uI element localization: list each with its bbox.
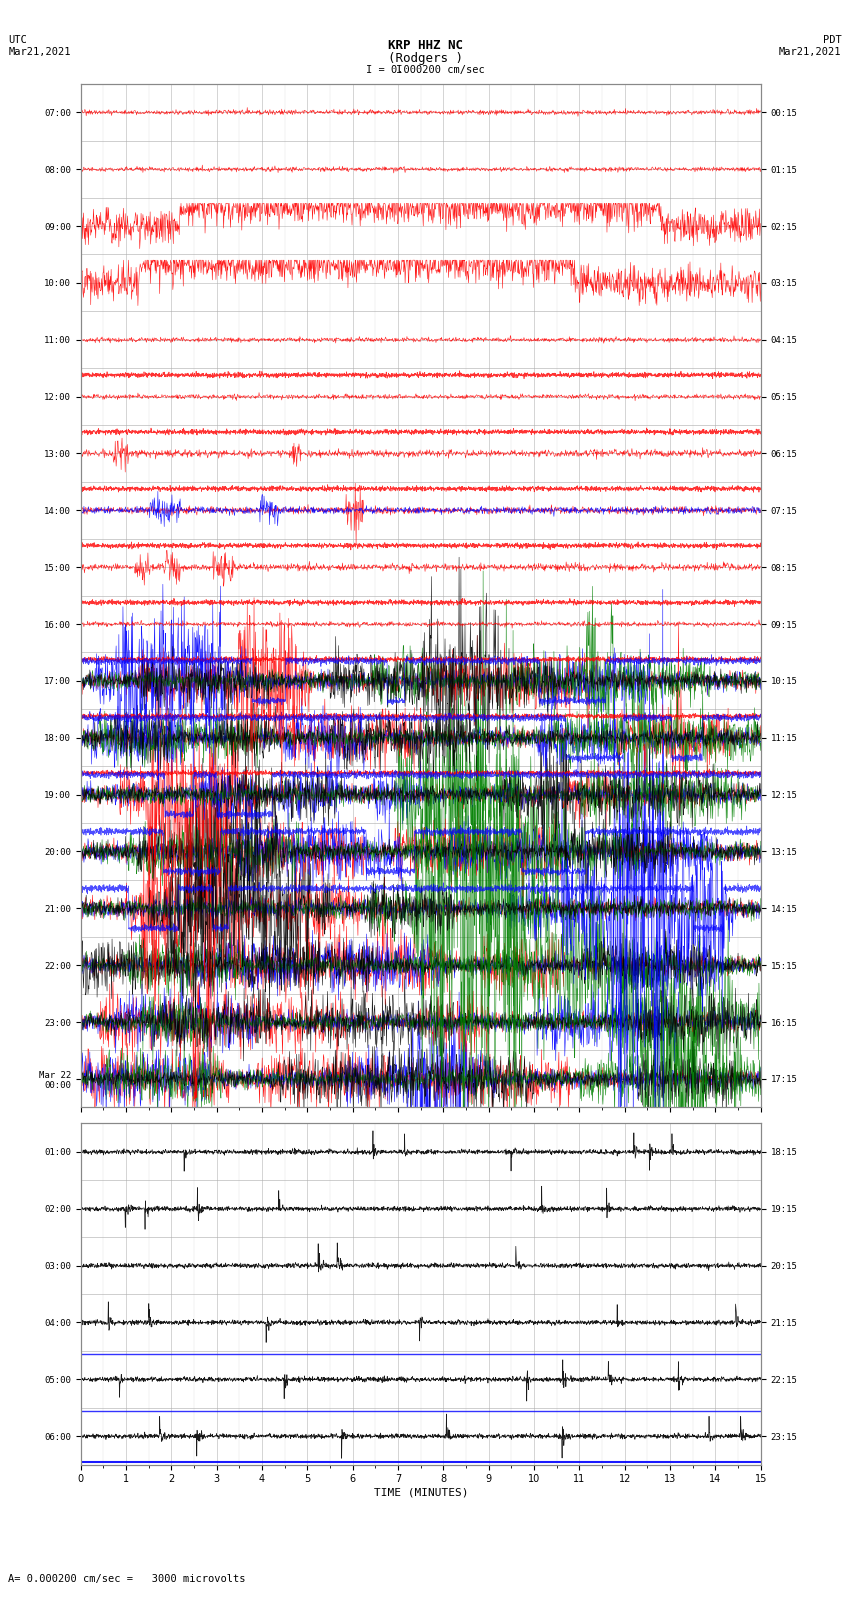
- X-axis label: TIME (MINUTES): TIME (MINUTES): [373, 1487, 468, 1497]
- Text: I: I: [396, 65, 403, 74]
- Text: I = 0.000200 cm/sec: I = 0.000200 cm/sec: [366, 65, 484, 74]
- Text: KRP HHZ NC: KRP HHZ NC: [388, 39, 462, 52]
- Text: (Rodgers ): (Rodgers ): [388, 52, 462, 65]
- Text: PDT
Mar21,2021: PDT Mar21,2021: [779, 35, 842, 56]
- Text: A= 0.000200 cm/sec =   3000 microvolts: A= 0.000200 cm/sec = 3000 microvolts: [8, 1574, 246, 1584]
- Text: UTC
Mar21,2021: UTC Mar21,2021: [8, 35, 71, 56]
